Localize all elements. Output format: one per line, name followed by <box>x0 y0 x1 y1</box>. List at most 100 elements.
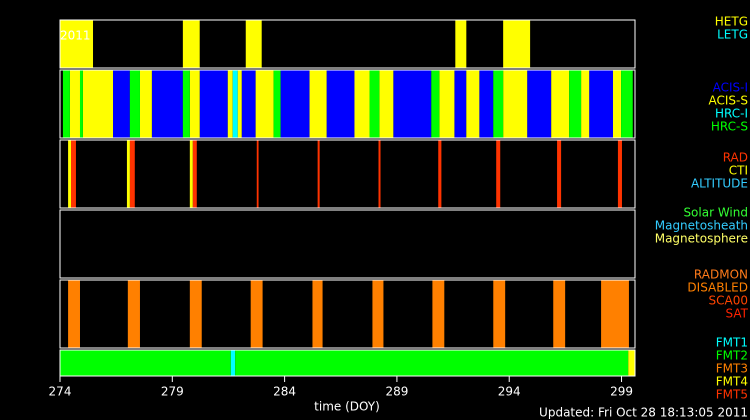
legend-entry: HETG <box>715 15 748 29</box>
segment <box>237 70 242 138</box>
legend-entry: HRC-S <box>711 120 748 134</box>
segment <box>553 280 566 348</box>
segment <box>569 70 582 138</box>
segment <box>232 70 238 138</box>
segment <box>354 70 370 138</box>
panel-frame <box>59 209 636 279</box>
segment <box>551 70 570 138</box>
segment <box>317 140 320 208</box>
segment <box>189 140 193 208</box>
segment <box>189 280 202 348</box>
segment <box>82 70 114 138</box>
segment <box>68 280 80 348</box>
segment <box>189 70 200 138</box>
panel-frame <box>59 279 636 349</box>
panel-background <box>60 280 635 348</box>
segment <box>628 350 635 376</box>
segment <box>68 140 72 208</box>
segment <box>378 140 381 208</box>
segment <box>182 20 200 68</box>
segment <box>527 70 552 138</box>
x-tick-label: 279 <box>161 385 184 399</box>
segment <box>438 140 442 208</box>
segment <box>431 70 440 138</box>
segment <box>126 140 130 208</box>
segment <box>496 140 501 208</box>
segment <box>60 20 94 68</box>
segment <box>369 70 380 138</box>
x-tick-label: 294 <box>498 385 521 399</box>
segment <box>199 70 228 138</box>
panel-background <box>60 210 635 278</box>
segment <box>312 280 323 348</box>
panel-background <box>60 20 635 68</box>
segment <box>493 280 506 348</box>
legend-entry: DISABLED <box>687 281 748 295</box>
legend-entry: Solar Wind <box>683 206 748 220</box>
segment <box>372 280 384 348</box>
segment <box>255 70 274 138</box>
segment <box>454 70 467 138</box>
year-label: 2011 <box>60 29 91 43</box>
segment <box>256 140 259 208</box>
panel-frame <box>59 349 636 377</box>
segment <box>612 70 622 138</box>
legend-entry: FMT2 <box>716 349 748 363</box>
segment <box>235 350 629 376</box>
legend-entry: Magnetosheath <box>655 219 748 233</box>
segment <box>581 70 590 138</box>
legend-entry: LETG <box>717 28 748 42</box>
panel-background <box>60 140 635 208</box>
segment <box>493 70 504 138</box>
segment <box>192 140 197 208</box>
segment <box>432 280 445 348</box>
legend-entry: ALTITUDE <box>691 177 748 191</box>
segment <box>589 70 613 138</box>
segment <box>71 140 76 208</box>
legend-entry: HRC-I <box>715 107 748 121</box>
segment <box>326 70 355 138</box>
segment <box>151 70 183 138</box>
segment <box>379 70 394 138</box>
legend-entry: RADMON <box>694 268 748 282</box>
segment <box>503 20 531 68</box>
segment <box>139 70 152 138</box>
segment <box>113 70 130 138</box>
legend-entry: CTI <box>729 164 748 178</box>
legend-entry: FMT5 <box>716 388 748 402</box>
segment <box>439 70 455 138</box>
legend-entry: SAT <box>726 307 749 321</box>
segment <box>309 70 327 138</box>
panel-frame <box>59 69 636 139</box>
legend-entry: ACIS-I <box>713 81 748 95</box>
segment <box>60 350 231 376</box>
x-tick-label: 299 <box>610 385 633 399</box>
segment <box>601 280 629 348</box>
legend-entry: ACIS-S <box>709 94 748 108</box>
panel-frame <box>59 139 636 209</box>
legend-entry: FMT1 <box>716 336 748 350</box>
segment <box>479 70 494 138</box>
legend-entry: FMT3 <box>716 362 748 376</box>
segment <box>557 140 562 208</box>
segment <box>280 70 310 138</box>
x-tick-label: 289 <box>385 385 408 399</box>
segment <box>617 140 622 208</box>
legend-entry: Magnetosphere <box>655 232 748 246</box>
segment <box>182 70 190 138</box>
segment <box>621 70 633 138</box>
x-tick-label: 284 <box>273 385 296 399</box>
panel-frame <box>59 19 636 69</box>
legend-entry: FMT4 <box>716 375 748 389</box>
segment <box>79 70 83 138</box>
segment <box>241 70 256 138</box>
segment <box>230 350 236 376</box>
segment <box>503 70 528 138</box>
segment <box>250 280 263 348</box>
legend-entry: RAD <box>723 151 748 165</box>
x-axis-label: time (DOY) <box>314 400 380 414</box>
segment <box>273 70 281 138</box>
segment <box>455 20 467 68</box>
segment <box>62 70 70 138</box>
